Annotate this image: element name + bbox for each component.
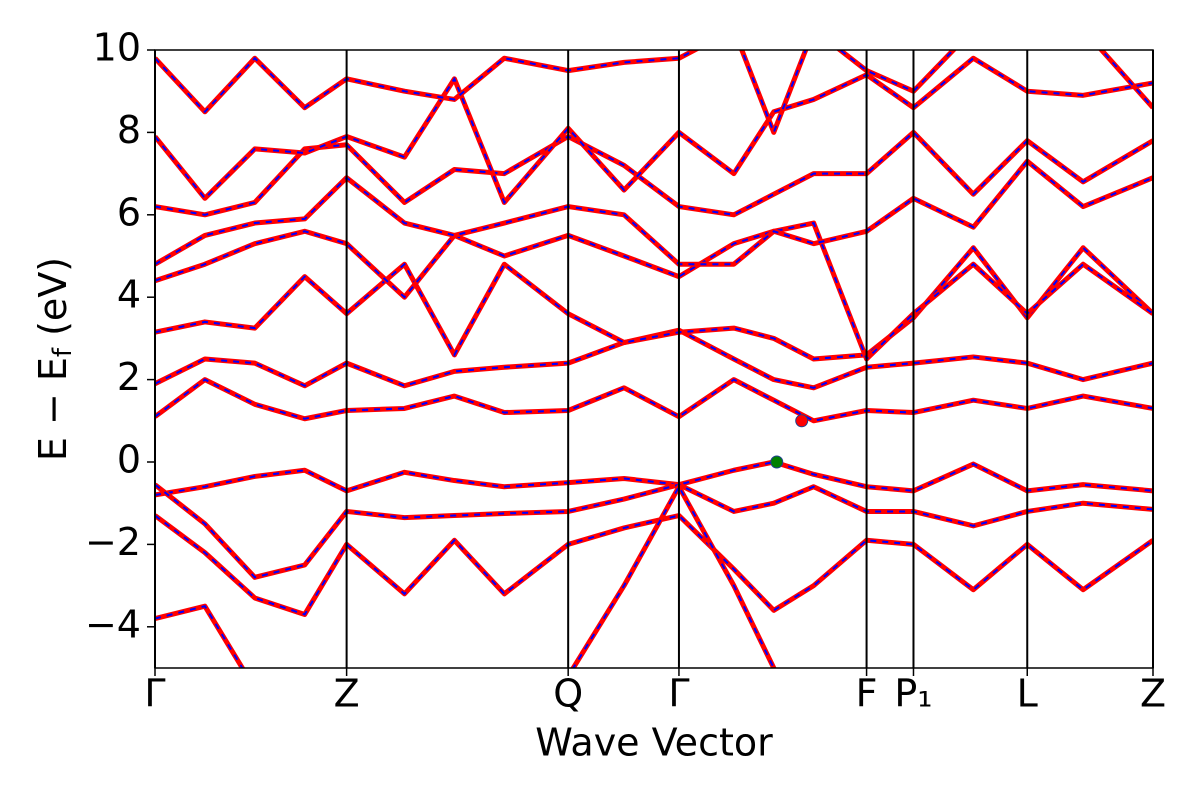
band-line bbox=[155, 484, 777, 668]
y-label-unit: (eV) bbox=[31, 257, 75, 348]
x-tick-label: Q bbox=[553, 672, 583, 716]
x-tick-label: Γ bbox=[668, 672, 689, 716]
band-line bbox=[155, 245, 1153, 362]
y-tick-label: 6 bbox=[117, 190, 141, 234]
band-line-dashed bbox=[155, 460, 1153, 496]
x-tick-label: F bbox=[856, 672, 878, 716]
x-tick-label: P₁ bbox=[894, 672, 932, 716]
band-line-dashed bbox=[155, 131, 1153, 216]
x-tick-label: Z bbox=[1140, 672, 1166, 716]
x-tick-label: Z bbox=[334, 672, 360, 716]
y-tick-label: 8 bbox=[117, 108, 141, 152]
x-tick-label: Γ bbox=[144, 672, 165, 716]
y-tick-label: 0 bbox=[117, 438, 141, 482]
band-edge-point bbox=[770, 455, 784, 469]
band-line-dashed bbox=[155, 50, 1153, 136]
band-line-dashed bbox=[155, 378, 1153, 422]
band-line-dashed bbox=[155, 483, 1153, 579]
band-edge-point bbox=[795, 414, 809, 428]
y-tick-label: 4 bbox=[117, 273, 141, 317]
band-line bbox=[155, 129, 1153, 218]
y-tick-label: −2 bbox=[85, 520, 141, 564]
band-line-dashed bbox=[155, 514, 1153, 616]
y-axis-label: E − Ef (eV) bbox=[31, 257, 78, 461]
band-line-dashed bbox=[155, 221, 1153, 361]
y-label-main: E − E bbox=[31, 357, 75, 461]
band-line-dashed bbox=[155, 159, 1153, 266]
y-tick-label: −4 bbox=[85, 602, 141, 646]
y-tick-label: 2 bbox=[117, 355, 141, 399]
y-tick-label: 10 bbox=[93, 26, 141, 70]
y-label-sub: f bbox=[48, 347, 78, 357]
band-line bbox=[155, 158, 1153, 267]
band-line bbox=[155, 55, 1153, 205]
band-line-dashed bbox=[155, 329, 1153, 389]
x-tick-label: L bbox=[1017, 672, 1038, 716]
band-line bbox=[155, 50, 1153, 135]
band-line-dashed bbox=[155, 57, 1153, 205]
band-line-dashed bbox=[155, 246, 1153, 361]
x-axis-label: Wave Vector bbox=[535, 721, 773, 765]
plot-area bbox=[155, 50, 1153, 668]
